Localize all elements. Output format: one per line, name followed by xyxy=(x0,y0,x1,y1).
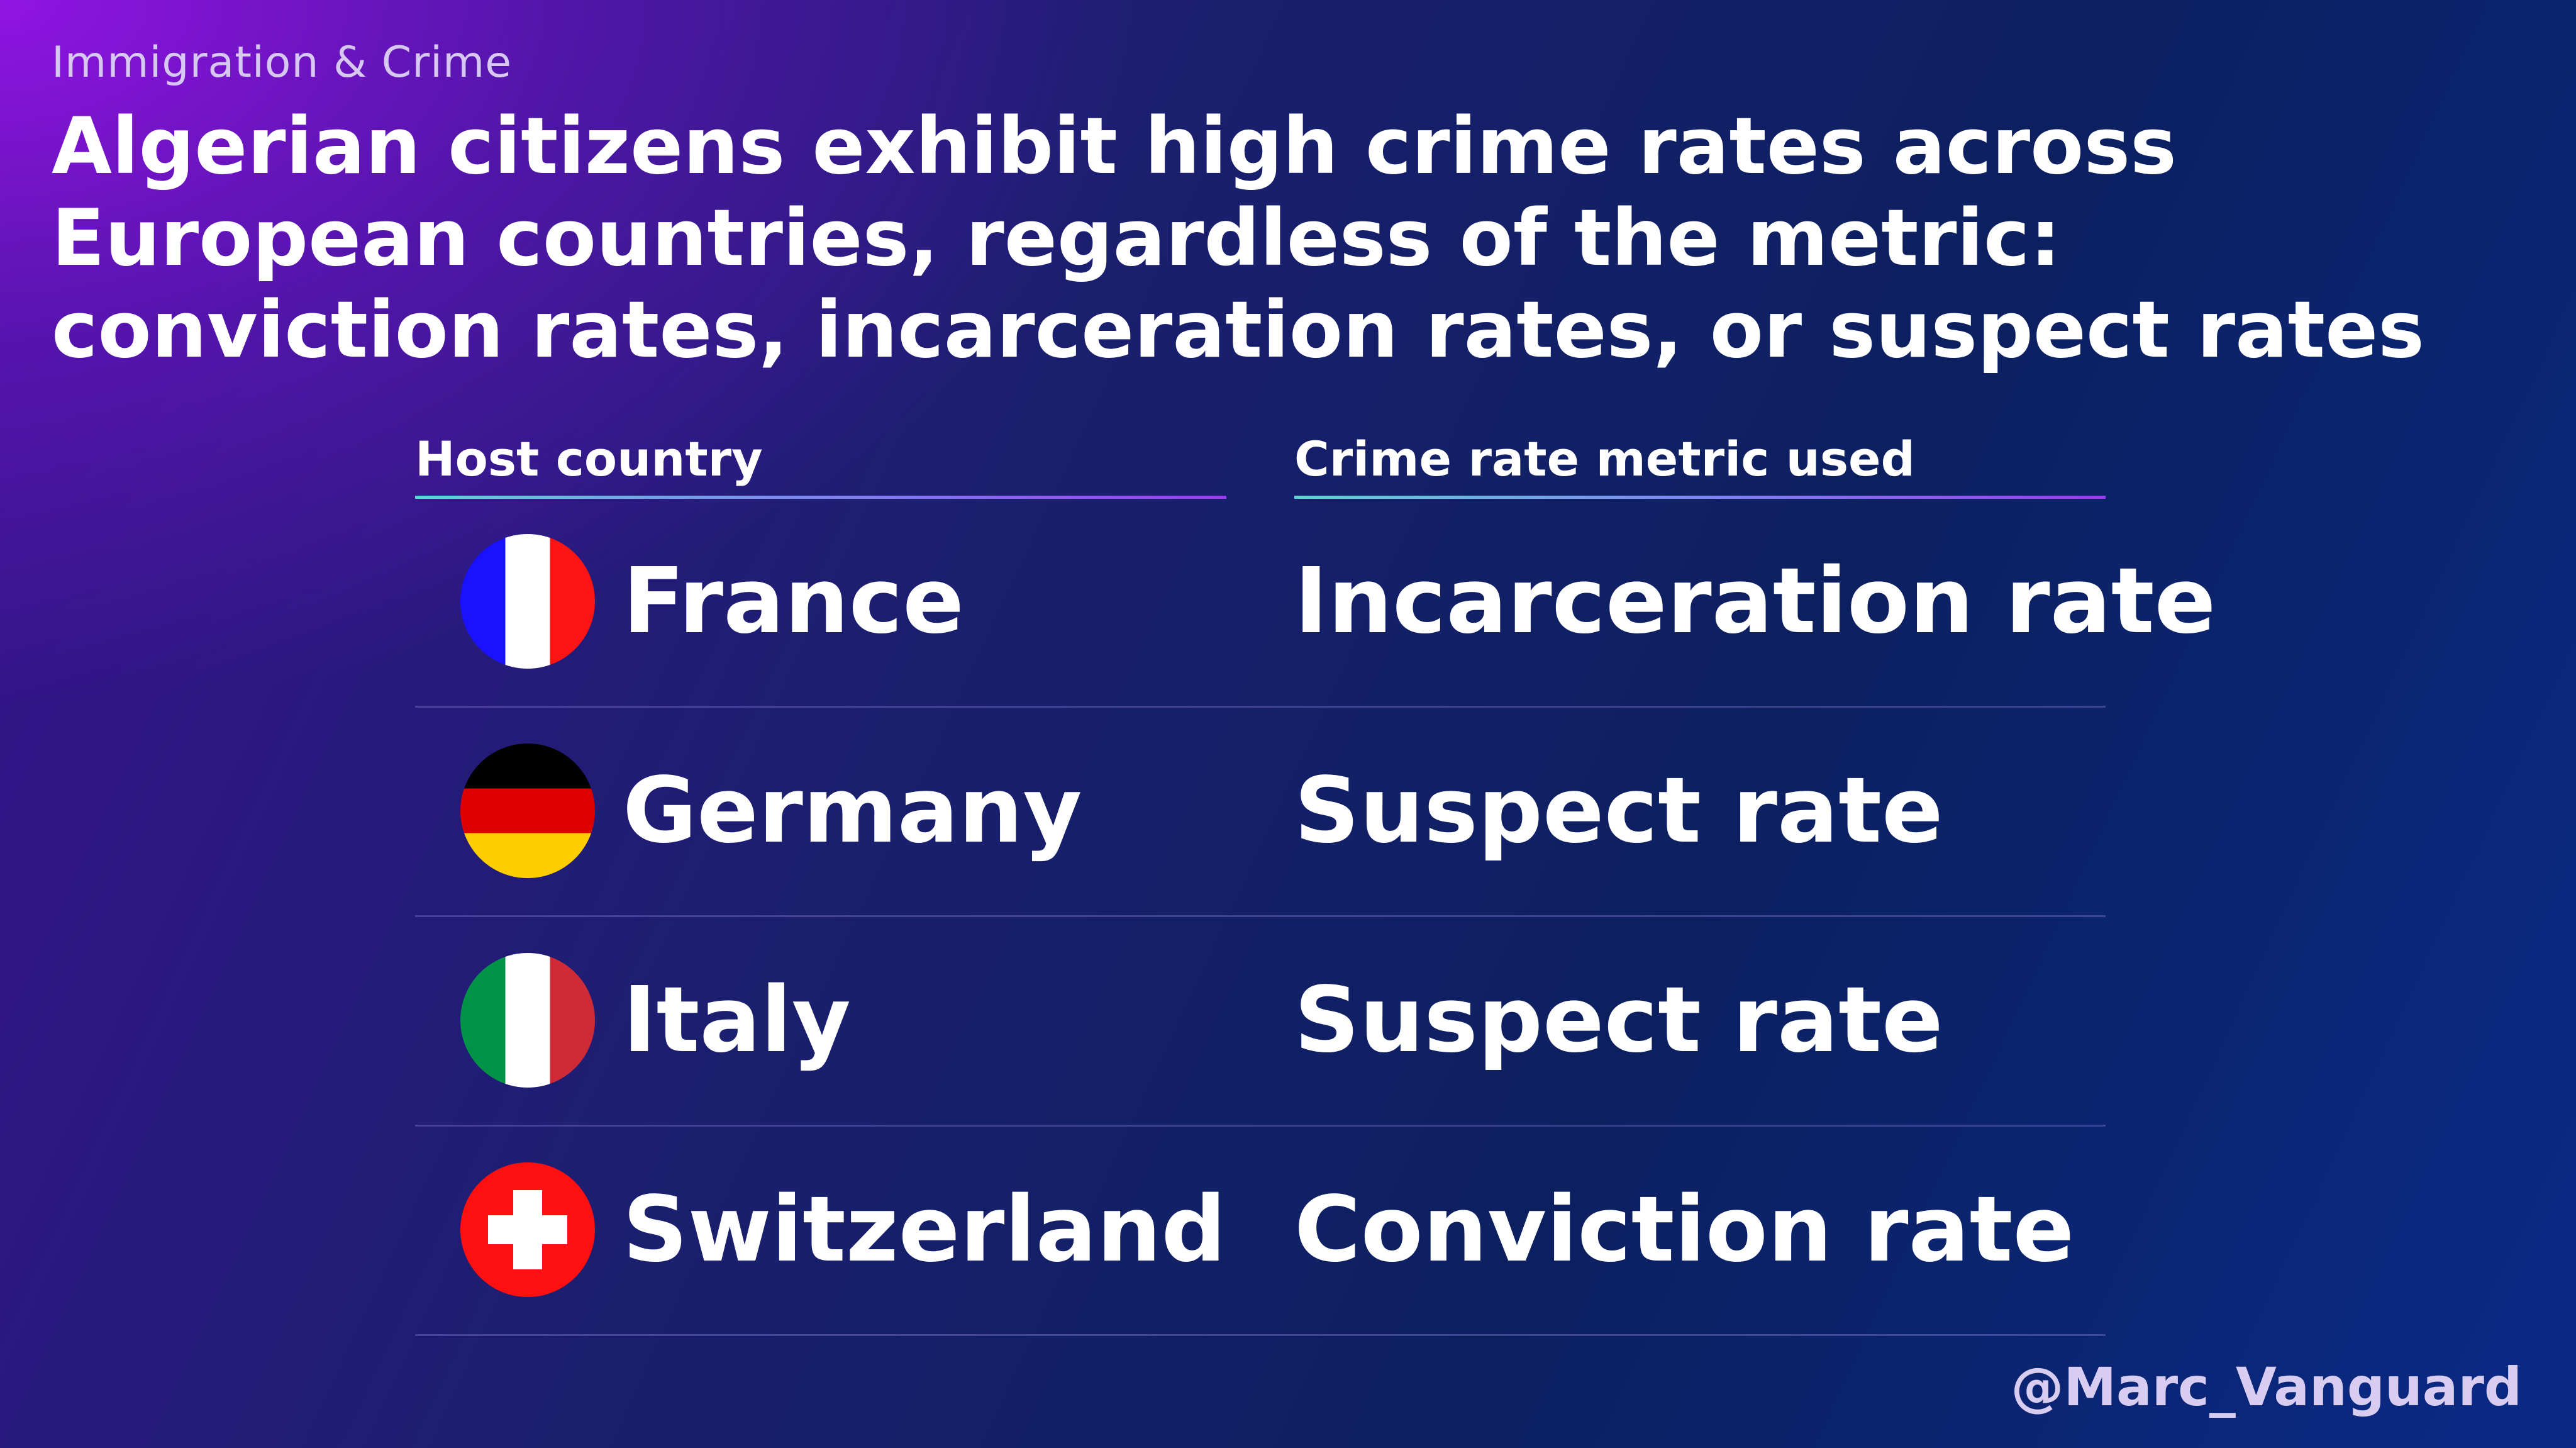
author-handle: @Marc_Vanguard xyxy=(2011,1356,2522,1418)
switzerland-flag-icon xyxy=(460,1162,595,1297)
country-name: Italy xyxy=(623,967,851,1072)
metric-name: Suspect rate xyxy=(1294,967,1943,1072)
page-title: Algerian citizens exhibit high crime rat… xyxy=(52,101,2424,376)
table-row: France Incarceration rate xyxy=(415,496,2216,708)
table-row: Germany Suspect rate xyxy=(415,706,2106,917)
metric-name: Suspect rate xyxy=(1294,757,1943,863)
germany-flag-icon xyxy=(460,743,595,878)
table-row: Switzerland Conviction rate xyxy=(415,1125,2106,1336)
country-name: France xyxy=(623,548,964,654)
france-flag-icon xyxy=(460,534,595,669)
country-name: Germany xyxy=(623,757,1082,863)
column-header-host-country: Host country xyxy=(415,428,1226,499)
column-header-metric-label: Crime rate metric used xyxy=(1294,431,1915,487)
metric-name: Conviction rate xyxy=(1294,1176,2075,1282)
country-name: Switzerland xyxy=(623,1176,1226,1282)
column-header-underline xyxy=(1294,496,2106,499)
column-header-underline xyxy=(415,496,1226,499)
kicker: Immigration & Crime xyxy=(52,38,513,87)
italy-flag-icon xyxy=(460,953,595,1088)
metric-name: Incarceration rate xyxy=(1294,548,2216,654)
column-header-metric: Crime rate metric used xyxy=(1294,428,2106,499)
table-row: Italy Suspect rate xyxy=(415,915,2106,1127)
column-header-host-country-label: Host country xyxy=(415,431,763,487)
